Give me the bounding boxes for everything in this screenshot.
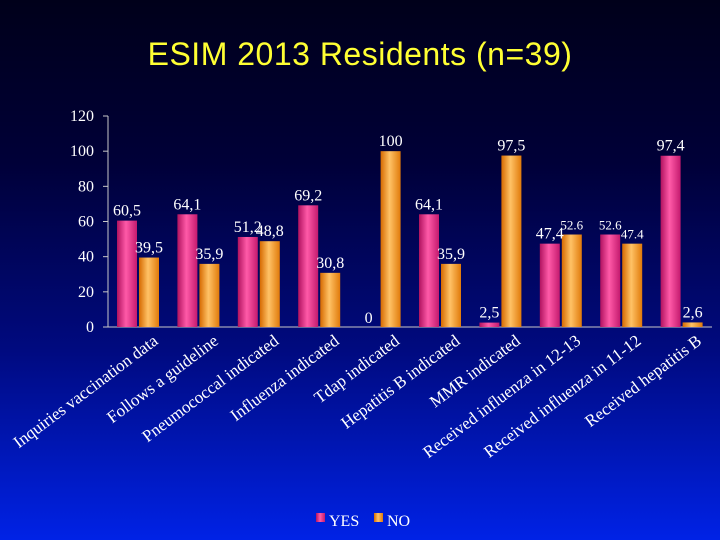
y-tick-label: 60: [78, 214, 94, 231]
bar-yes: [237, 236, 258, 327]
data-label-no: 39,5: [135, 240, 163, 257]
category-label: Influenza indicated: [227, 331, 343, 425]
bar-no: [682, 322, 703, 327]
bar-no: [320, 272, 341, 327]
bar-yes: [117, 220, 137, 327]
legend-label-yes: YES: [329, 513, 359, 530]
legend-swatch-no: [374, 513, 383, 522]
data-label-no: 2,6: [683, 304, 703, 321]
data-label-yes: 64,1: [415, 196, 443, 213]
bar-yes: [177, 214, 198, 327]
legend: YES NO: [316, 513, 410, 530]
bar-yes: [539, 243, 560, 327]
bar-no: [501, 155, 522, 327]
data-label-no: 100: [379, 133, 403, 150]
data-label-yes: 69,2: [294, 187, 322, 204]
bar-no: [139, 257, 159, 327]
bar-yes: [660, 155, 681, 327]
bar-yes: [600, 234, 621, 327]
data-label-yes: 47,4: [536, 226, 564, 243]
bar-no: [199, 263, 220, 327]
legend-swatch-yes: [316, 513, 325, 522]
data-label-no: 35,9: [437, 246, 465, 263]
data-label-yes: 2,5: [479, 305, 499, 322]
bar-no: [380, 151, 401, 327]
legend-label-no: NO: [387, 513, 410, 530]
bar-yes: [298, 205, 319, 327]
y-tick-label: 100: [70, 143, 94, 160]
data-label-yes: 97,4: [657, 138, 685, 155]
data-label-yes: 64,1: [173, 196, 201, 213]
bar-yes: [479, 322, 500, 327]
data-label-no: 35,9: [195, 246, 223, 263]
data-labels: 60,5 39,5 64,1 35,9 51,248,8 69,2 30,8 0 100 64,1…: [113, 133, 703, 327]
y-tick-label: 120: [70, 108, 94, 125]
bar-no: [561, 234, 582, 327]
data-label-no: 48,8: [256, 223, 284, 240]
data-label-yes: 51,2: [234, 219, 262, 236]
data-label-yes: 52.6: [599, 218, 622, 233]
y-tick-label: 20: [78, 284, 94, 301]
data-label-yes: 60,5: [113, 203, 141, 220]
data-label-no: 30,8: [316, 255, 344, 272]
y-tick-label: 40: [78, 249, 94, 266]
bar-no: [259, 241, 280, 327]
data-label-no: 97,5: [497, 138, 525, 155]
data-label-yes: 0: [365, 310, 373, 327]
bar-no: [441, 263, 461, 327]
axes: 0 20 40 60 80 100 120: [70, 108, 712, 336]
y-tick-label: 80: [78, 178, 94, 195]
y-tick-label: 0: [86, 319, 94, 336]
data-label-no: 52.6: [560, 218, 583, 233]
data-label-no: 47.4: [621, 227, 644, 242]
bars: [117, 151, 703, 327]
bar-no: [622, 243, 643, 327]
chart-title: ESIM 2013 Residents (n=39): [147, 36, 573, 72]
bar-yes: [419, 214, 439, 327]
